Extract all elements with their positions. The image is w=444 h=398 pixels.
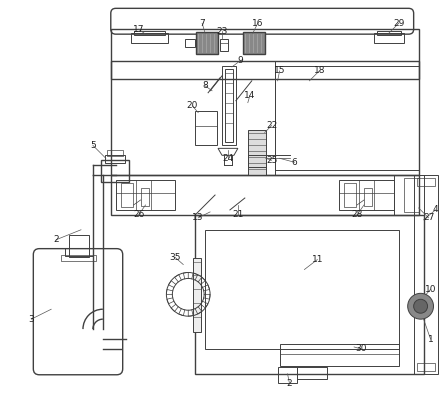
Text: 8: 8 [202,81,208,90]
Bar [111,175,419,215]
Text: 30: 30 [355,344,367,353]
Bar [61,255,96,261]
Text: 17: 17 [133,25,144,34]
Bar [101,160,129,182]
Bar [248,131,266,175]
Bar [404,178,419,212]
Bar [416,363,436,371]
Text: 1: 1 [428,334,433,343]
Text: 25: 25 [266,156,278,165]
Bar [69,235,89,257]
Text: 9: 9 [237,57,243,65]
Text: 4: 4 [433,205,438,215]
Bar [414,175,439,374]
Bar [111,29,419,79]
Text: 15: 15 [274,66,285,75]
Bar [111,61,419,175]
Text: 11: 11 [312,255,323,264]
Bar [280,344,399,366]
Bar [141,188,148,206]
Bar [394,175,424,215]
Bar [297,367,327,379]
Bar [116,180,175,210]
Bar [65,248,93,256]
Bar [131,33,168,43]
Text: 20: 20 [186,101,198,110]
Text: 16: 16 [252,19,263,28]
Bar [107,150,123,156]
Text: 2: 2 [287,379,292,388]
Bar [374,33,404,43]
Bar [344,183,356,207]
Bar [416,178,436,186]
Text: 35: 35 [170,253,181,262]
Text: 2: 2 [53,235,59,244]
Bar [248,155,266,167]
Bar [193,258,201,332]
Text: 14: 14 [244,91,255,100]
Bar [278,367,297,383]
Text: 5: 5 [90,141,96,150]
Bar [105,155,125,163]
Bar [377,31,401,35]
Bar [220,39,228,51]
Bar [364,188,372,206]
Bar [121,183,133,207]
Bar [339,180,394,210]
Bar [195,111,217,145]
Text: 6: 6 [292,158,297,167]
Bar [243,32,265,54]
Bar [205,230,399,349]
Text: 28: 28 [351,211,363,219]
Text: 18: 18 [313,66,325,75]
Text: 24: 24 [222,154,234,163]
Bar [185,39,195,47]
Bar [275,66,419,170]
Bar [225,69,233,142]
Text: 22: 22 [266,121,277,130]
Text: 7: 7 [199,19,205,28]
Text: 21: 21 [232,211,244,219]
Bar [134,31,166,35]
Text: 3: 3 [28,315,34,324]
Circle shape [408,293,433,319]
Bar [196,32,218,54]
Bar [222,66,236,145]
Circle shape [414,299,428,313]
Text: 26: 26 [133,211,144,219]
Text: 23: 23 [216,27,228,36]
Text: 27: 27 [423,213,434,222]
Text: 29: 29 [393,19,404,28]
Text: 13: 13 [192,213,204,222]
Bar [195,215,424,374]
Text: 10: 10 [425,285,436,294]
